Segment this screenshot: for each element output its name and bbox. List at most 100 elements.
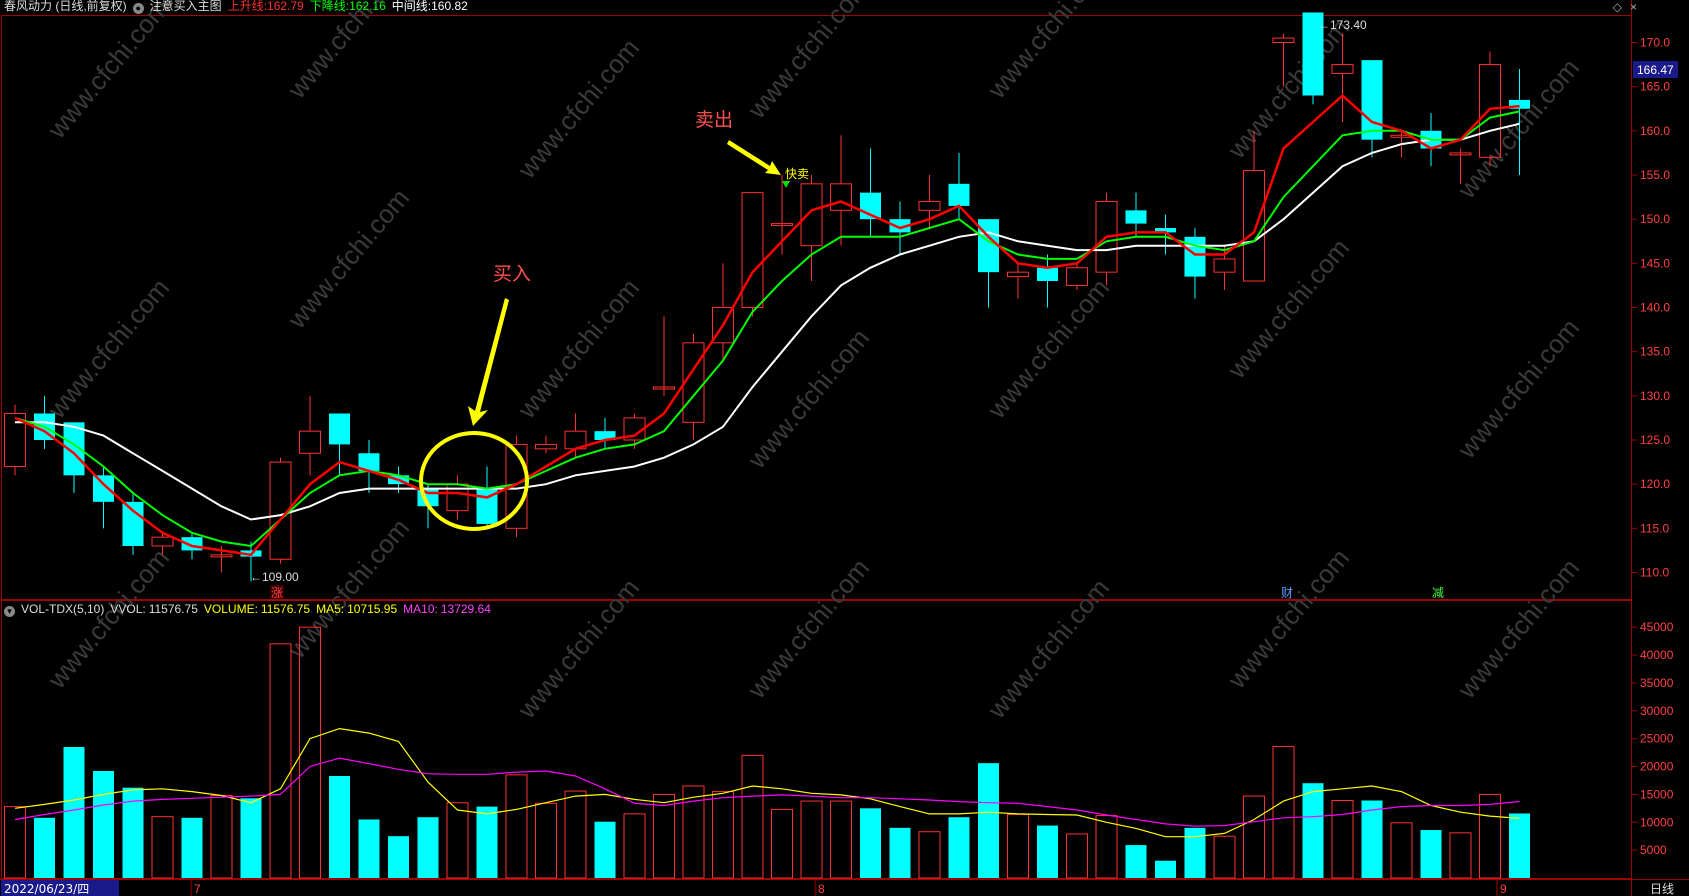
- indicator-name[interactable]: 注意买入主图: [149, 0, 222, 13]
- sell-arrow: [727, 140, 781, 175]
- candle-body: [1302, 12, 1324, 96]
- current-price-label: 166.47: [1637, 63, 1674, 77]
- ma10-line: [14, 757, 1520, 827]
- zhang-badge[interactable]: 涨: [271, 585, 283, 600]
- price-tick-label: 130.0: [1640, 389, 1670, 403]
- price-header: 春风动力 (日线,前复权) ● 注意买入主图 上升线:162.79 下降线:162.16…: [4, 0, 474, 14]
- volume-menu-icon[interactable]: ▾: [4, 606, 15, 617]
- candle-body: [1213, 258, 1236, 273]
- mid-line-label: 中间线:: [391, 0, 432, 13]
- volume-bar: [712, 791, 734, 879]
- diamond-icon[interactable]: ◇: [1612, 0, 1622, 14]
- volume-bar: [151, 816, 174, 879]
- period-label[interactable]: 日线: [1650, 882, 1674, 896]
- watermark-text: www.cfchi.com: [981, 273, 1115, 425]
- watermark-text: www.cfchi.com: [741, 553, 875, 705]
- volume-bar: [358, 819, 380, 878]
- candle-body: [1243, 170, 1265, 282]
- volume-bar: [1007, 813, 1029, 879]
- volume-bar: [564, 790, 587, 879]
- candle-body: [535, 443, 557, 450]
- volume-bar: [446, 802, 469, 879]
- watermark-text: www.cfchi.com: [281, 183, 415, 335]
- volume-bar: [417, 817, 439, 878]
- candle-body: [358, 453, 380, 471]
- buy-arrow: [468, 298, 509, 426]
- volume-bar: [1479, 793, 1501, 879]
- candle-body: [1361, 60, 1383, 140]
- volume-bar: [1184, 827, 1206, 878]
- candle-body: [800, 183, 823, 247]
- candle-body: [1272, 37, 1295, 43]
- watermark-text: www.cfchi.com: [741, 0, 875, 125]
- volume-indicator-name[interactable]: VOL-TDX(5,10): [21, 602, 105, 616]
- volume-bar: [181, 817, 203, 878]
- candle-body: [741, 192, 764, 309]
- watermark-text: www.cfchi.com: [41, 273, 175, 425]
- volume-bar: [93, 770, 114, 878]
- ma5-label: MA5:: [316, 602, 345, 616]
- month-8-label: 8: [818, 882, 825, 896]
- candle-body: [299, 430, 321, 454]
- volume-bar: [978, 763, 999, 878]
- candle-body: [1479, 64, 1501, 158]
- volume-value: 11576.75: [260, 602, 311, 616]
- volume-bar: [4, 806, 26, 879]
- indicator-menu-icon[interactable]: ●: [132, 3, 144, 14]
- current-price-box: [1633, 61, 1678, 78]
- volume-tick-label: 40000: [1640, 648, 1674, 662]
- price-tick-label: 155.0: [1640, 168, 1670, 182]
- watermark-text: www.cfchi.com: [1451, 553, 1585, 705]
- jian-badge[interactable]: 减: [1432, 586, 1444, 600]
- candle-body: [1095, 201, 1118, 273]
- up-line-value: 162.79: [267, 0, 304, 13]
- volume-header: ▾ VOL-TDX(5,10) VVOL: 11576.75 VOLUME: 11576.…: [4, 601, 497, 617]
- ma10-label: MA10:: [403, 602, 438, 616]
- volume-bar: [1125, 845, 1147, 878]
- zhang-badge-box: [270, 585, 284, 599]
- price-tick-label: 110.0: [1640, 566, 1669, 580]
- volume-bar: [830, 800, 852, 879]
- ma5-value: 10715.95: [347, 602, 398, 616]
- volume-bar: [1272, 745, 1295, 879]
- mid-line: [15, 122, 1520, 521]
- volume-bar: [240, 798, 262, 878]
- volume-bar: [1243, 795, 1265, 879]
- watermark-text: www.cfchi.com: [511, 273, 645, 425]
- watermark-text: www.cfchi.com: [41, 543, 175, 695]
- up-line-label: 上升线:: [227, 0, 268, 13]
- sell-annotation: 卖出: [695, 109, 733, 131]
- candle-body: [4, 413, 26, 467]
- candle-body: [1509, 99, 1530, 109]
- down-line-label: 下降线:: [309, 0, 350, 13]
- buy-annotation: 买入: [493, 263, 531, 285]
- price-tick-label: 135.0: [1640, 345, 1670, 359]
- vvol-value: 11576.75: [148, 602, 198, 616]
- price-tick-label: 145.0: [1640, 256, 1670, 270]
- volume-bar: [1361, 800, 1383, 878]
- ma10-value: 13729.64: [440, 602, 491, 616]
- month-7-label: 7: [194, 882, 201, 896]
- volume-tick-label: 35000: [1640, 676, 1674, 690]
- volume-bar: [889, 827, 911, 878]
- price-axis: 110.0 115.0 120.0 125.0 130.0 135.0 140.0 145.0…: [1631, 36, 1670, 580]
- price-panel-border: [1, 15, 1632, 600]
- candle-body: [1007, 271, 1029, 278]
- price-tick-label: 120.0: [1640, 477, 1670, 491]
- low-price-label: ←109.00: [250, 570, 299, 584]
- volume-bars: [4, 626, 1530, 879]
- stock-title[interactable]: 春风动力 (日线,前复权): [4, 0, 127, 13]
- candle-body: [1449, 152, 1472, 156]
- watermark-text: www.cfchi.com: [511, 573, 645, 725]
- close-icon[interactable]: ×: [1629, 0, 1637, 14]
- volume-tick-label: 25000: [1640, 732, 1674, 746]
- volume-bar: [800, 800, 823, 879]
- volume-bar: [623, 813, 646, 879]
- volume-bar: [329, 775, 350, 878]
- vvol-label: VVOL:: [110, 602, 146, 616]
- candle-body: [1125, 210, 1147, 224]
- volume-bar: [1066, 833, 1088, 879]
- candle-body: [918, 201, 941, 211]
- cai-badge[interactable]: 财: [1281, 586, 1293, 600]
